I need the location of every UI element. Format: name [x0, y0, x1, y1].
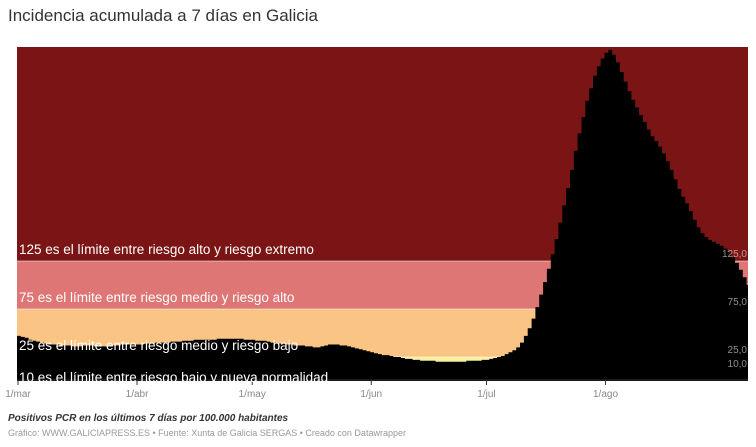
chart-notes: Positivos PCR en los últimos 7 días por … — [8, 413, 289, 424]
band-label-10: 10 es el límite entre riesgo bajo y nuev… — [19, 370, 329, 386]
x-tick-may: 1/may — [238, 389, 266, 400]
band-label-125: 125 es el límite entre riesgo alto y rie… — [19, 242, 314, 258]
value-label-10: 10,0 — [727, 359, 747, 371]
chart-svg — [17, 47, 748, 385]
band-label-25: 25 es el límite entre riesgo medio y rie… — [19, 338, 299, 353]
band-label-75: 75 es el límite entre riesgo medio y rie… — [19, 290, 295, 306]
x-tick-jun: 1/jun — [360, 389, 383, 400]
chart-title: Incidencia acumulada a 7 días en Galicia — [8, 6, 318, 25]
incidence-area — [17, 49, 748, 381]
value-label-75: 75,0 — [727, 297, 747, 309]
value-label-25: 25,0 — [727, 345, 747, 356]
x-tick-abr: 1/abr — [125, 389, 149, 400]
value-label-125: 125,0 — [721, 249, 747, 261]
chart-footer: Gráfico: WWW.GALICIAPRESS.ES • Fuente: X… — [8, 428, 406, 438]
plot-area — [17, 47, 748, 385]
x-tick-ago: 1/ago — [593, 389, 619, 400]
x-tick-mar: 1/mar — [5, 389, 31, 400]
x-tick-jul: 1/jul — [477, 389, 496, 400]
